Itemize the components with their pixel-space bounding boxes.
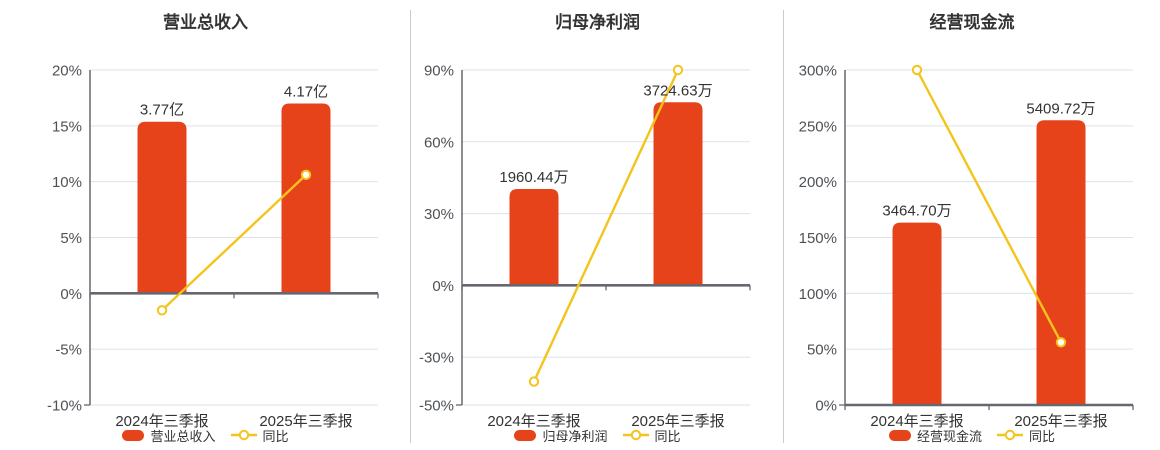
yoy-point[interactable] [672, 64, 684, 76]
bar-value-label: 4.17亿 [284, 84, 328, 101]
legend-line-label: 同比 [262, 428, 289, 444]
legend-line-label: 同比 [654, 428, 681, 444]
y-axis-tick-label: 15% [52, 118, 82, 135]
y-axis-tick-label: 0% [815, 398, 837, 415]
y-axis-tick-label: 60% [424, 134, 454, 151]
y-axis-tick-label: 50% [807, 342, 837, 359]
line-series-icon [997, 429, 1023, 441]
x-axis-category-label: 2025年三季报 [259, 413, 352, 430]
y-axis-tick-label: 30% [424, 206, 454, 223]
bar-value-label: 1960.44万 [499, 169, 568, 186]
yoy-line[interactable] [532, 69, 680, 383]
legend-bar-label: 营业总收入 [150, 428, 216, 444]
bar[interactable] [653, 102, 703, 286]
chart-title-revenue: 营业总收入 [163, 13, 248, 32]
bar-value-label: 3464.70万 [882, 203, 951, 220]
x-axis-category-label: 2024年三季报 [487, 413, 580, 430]
legend: 经营现金流 同比 [784, 426, 1160, 444]
legend-item-bar-series[interactable]: 归母净利润 [514, 426, 608, 445]
x-axis-category-label: 2024年三季报 [115, 413, 208, 430]
bar[interactable] [509, 189, 559, 286]
chart-title-net-profit: 归母净利润 [555, 13, 640, 32]
panel-divider [410, 10, 411, 443]
x-axis-category-label: 2024年三季报 [870, 413, 963, 430]
yoy-point[interactable] [300, 169, 312, 181]
legend-item-line-series[interactable]: 同比 [230, 426, 289, 445]
y-axis-tick-label: 250% [799, 118, 837, 135]
legend-item-line-series[interactable]: 同比 [997, 426, 1055, 445]
bar-swatch-icon [514, 429, 537, 441]
bar-value-label: 3724.63万 [643, 82, 712, 99]
yoy-point[interactable] [911, 64, 923, 76]
legend-line-label: 同比 [1029, 428, 1056, 444]
line-series-icon [230, 429, 257, 441]
y-axis-tick-label: 200% [799, 174, 837, 191]
y-axis-tick-label: 5% [60, 230, 82, 247]
y-axis-tick-label: -50% [419, 398, 454, 415]
bar-value-label: 5409.72万 [1026, 100, 1095, 117]
bar[interactable] [281, 103, 331, 294]
y-axis-tick-label: 20% [52, 63, 82, 80]
bar[interactable] [137, 121, 187, 294]
y-axis-tick-label: -30% [419, 350, 454, 367]
yoy-point[interactable] [1055, 337, 1067, 348]
legend-item-bar-series[interactable]: 营业总收入 [122, 426, 216, 445]
legend: 营业总收入 同比 [0, 426, 411, 444]
bar-swatch-icon [888, 429, 911, 441]
x-axis-category-label: 2025年三季报 [1014, 413, 1107, 430]
legend-item-line-series[interactable]: 同比 [622, 426, 681, 445]
line-series-icon [622, 429, 649, 441]
y-axis-tick-label: 0% [60, 286, 82, 303]
y-axis-tick-label: 90% [424, 63, 454, 80]
x-axis-category-label: 2025年三季报 [631, 413, 724, 430]
legend-item-bar-series[interactable]: 经营现金流 [888, 426, 982, 445]
y-axis-tick-label: 100% [799, 286, 837, 303]
y-axis-tick-label: -5% [55, 342, 82, 359]
bar-value-label: 3.77亿 [140, 102, 184, 119]
yoy-line[interactable] [161, 173, 307, 312]
yoy-line[interactable] [915, 69, 1063, 343]
panel-divider [783, 10, 784, 443]
bar[interactable] [1036, 120, 1086, 405]
y-axis-tick-label: -10% [47, 398, 82, 415]
chart-title-cash-flow: 经营现金流 [929, 13, 1015, 32]
bar-swatch-icon [122, 429, 145, 441]
y-axis-tick-label: 0% [432, 278, 454, 295]
y-axis-tick-label: 300% [799, 63, 837, 80]
yoy-point[interactable] [156, 305, 168, 316]
y-axis-tick-label: 10% [52, 174, 82, 191]
yoy-point[interactable] [528, 376, 540, 387]
y-axis-tick-label: 150% [799, 230, 837, 247]
bar[interactable] [892, 222, 942, 405]
legend-bar-label: 归母净利润 [542, 428, 608, 444]
legend: 归母净利润 同比 [411, 426, 784, 444]
legend-bar-label: 经营现金流 [916, 428, 982, 444]
